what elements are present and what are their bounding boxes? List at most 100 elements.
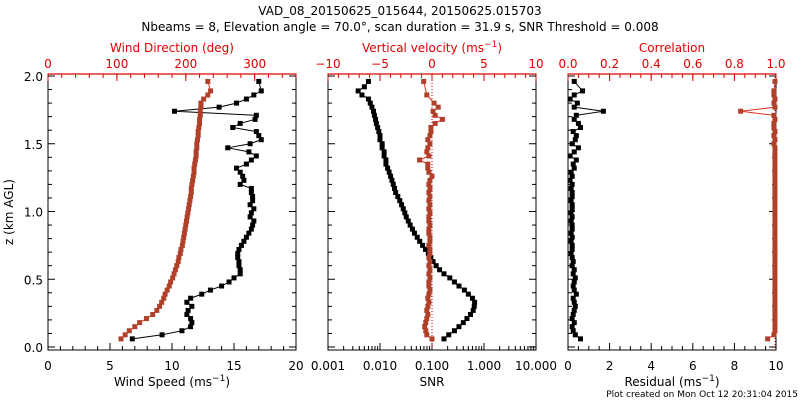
data-point xyxy=(250,198,256,204)
data-point xyxy=(439,116,445,122)
data-point xyxy=(182,226,188,232)
data-point xyxy=(771,141,777,147)
series-line xyxy=(132,81,263,340)
data-point xyxy=(569,234,575,240)
data-point xyxy=(572,275,578,281)
x-tick-label: 0.001 xyxy=(311,359,345,373)
data-point xyxy=(188,316,194,322)
data-point xyxy=(568,251,574,257)
data-point xyxy=(571,307,577,313)
x2-tick-label: 0.8 xyxy=(725,57,744,71)
data-point xyxy=(208,88,214,94)
data-point xyxy=(425,311,431,317)
data-point xyxy=(426,206,432,212)
data-point xyxy=(188,185,194,191)
data-point xyxy=(772,129,778,135)
data-point xyxy=(569,194,575,200)
data-point xyxy=(247,141,253,147)
series-line xyxy=(740,81,776,340)
data-point xyxy=(470,307,476,313)
data-point xyxy=(159,299,165,305)
data-point xyxy=(772,328,778,334)
data-point xyxy=(772,255,778,261)
data-point xyxy=(427,238,433,244)
data-point xyxy=(423,328,429,334)
data-point xyxy=(772,202,778,208)
data-point xyxy=(150,311,156,317)
data-point xyxy=(569,190,575,196)
data-point xyxy=(772,291,778,297)
data-point xyxy=(569,181,575,187)
data-point xyxy=(571,299,577,305)
data-point xyxy=(236,246,242,252)
data-point xyxy=(361,84,367,90)
data-point xyxy=(197,116,203,122)
panel-middle: 0.001 0.010 0.100 1.000 10.000 −10 −5 0 5 10 SNR Ve… xyxy=(311,40,557,389)
data-point xyxy=(422,324,428,330)
data-point xyxy=(179,242,185,248)
x-axis-label-end: ) xyxy=(225,375,230,389)
data-point xyxy=(571,78,577,84)
data-point xyxy=(216,104,222,110)
data-point xyxy=(567,177,573,183)
data-point xyxy=(771,112,777,118)
data-point xyxy=(355,88,361,94)
data-point xyxy=(772,230,778,236)
data-point xyxy=(250,222,256,228)
data-point xyxy=(772,246,778,252)
data-point xyxy=(772,295,778,301)
data-point xyxy=(402,210,408,216)
data-point xyxy=(427,267,433,273)
data-point xyxy=(132,324,138,330)
data-point xyxy=(226,279,232,285)
data-point xyxy=(772,116,778,122)
data-point xyxy=(771,100,777,106)
data-point xyxy=(427,185,433,191)
data-point xyxy=(407,222,413,228)
data-point xyxy=(197,120,203,126)
data-point xyxy=(188,194,194,200)
data-point xyxy=(772,218,778,224)
data-point xyxy=(193,149,199,155)
data-point xyxy=(395,194,401,200)
data-point xyxy=(772,307,778,313)
data-point xyxy=(772,206,778,212)
data-point xyxy=(383,161,389,167)
data-point xyxy=(194,141,200,147)
series-wind-direction xyxy=(118,78,214,342)
data-point xyxy=(425,303,431,309)
data-point xyxy=(237,169,243,175)
data-point xyxy=(771,133,777,139)
data-point xyxy=(567,153,573,159)
data-point xyxy=(433,263,439,269)
data-point xyxy=(191,165,197,171)
data-point xyxy=(467,311,473,317)
data-point xyxy=(772,153,778,159)
y-tick-label: 0.0 xyxy=(24,341,43,355)
x2-tick-label: 0 xyxy=(428,57,436,71)
data-point xyxy=(181,234,187,240)
data-point xyxy=(178,246,184,252)
data-point xyxy=(197,112,203,118)
data-point xyxy=(243,161,249,167)
x-tick-label: 2 xyxy=(606,359,614,373)
x2-axis-label: Vertical velocity (ms−1) xyxy=(362,40,502,55)
data-point xyxy=(772,320,778,326)
x2-tick-label: 0.0 xyxy=(558,57,577,71)
data-point xyxy=(164,287,170,293)
data-point xyxy=(367,100,373,106)
data-point xyxy=(417,157,423,163)
data-point xyxy=(391,185,397,191)
x-tick-label: 15 xyxy=(226,359,241,373)
data-point xyxy=(183,222,189,228)
data-point xyxy=(469,295,475,301)
data-point xyxy=(772,316,778,322)
data-point xyxy=(772,279,778,285)
data-point xyxy=(575,120,581,126)
data-point xyxy=(771,332,777,338)
data-point xyxy=(772,251,778,257)
data-point xyxy=(190,173,196,179)
data-point xyxy=(772,214,778,220)
data-point xyxy=(414,234,420,240)
